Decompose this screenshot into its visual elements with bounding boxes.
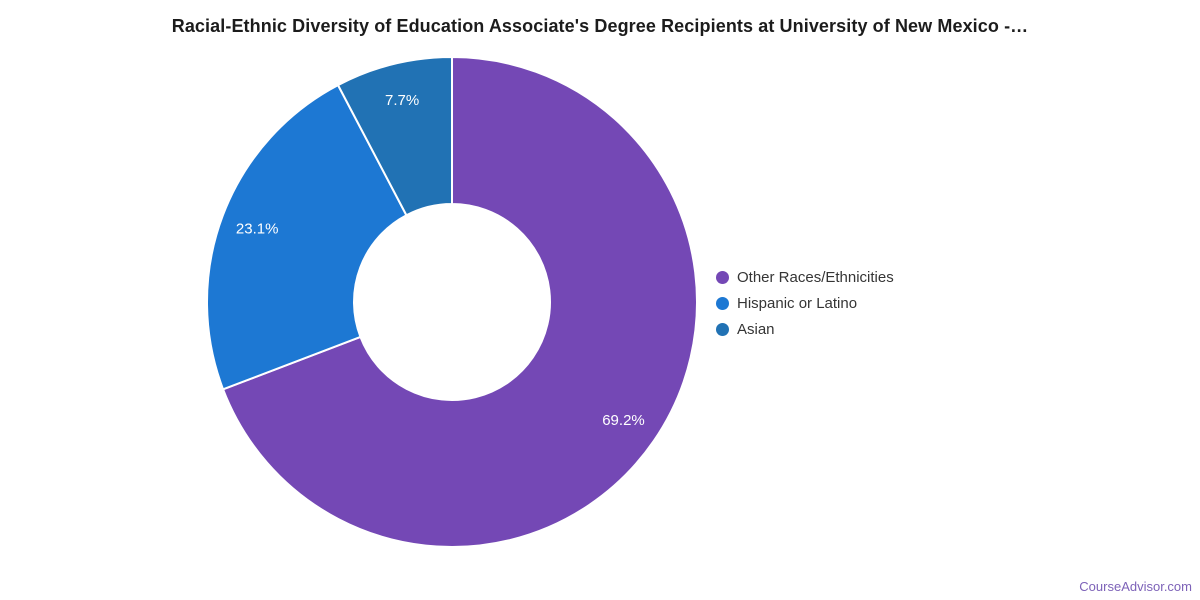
legend-label-asian: Asian (737, 320, 775, 338)
legend-item-hispanic-or-latino[interactable]: Hispanic or Latino (716, 290, 894, 316)
chart-title: Racial-Ethnic Diversity of Education Ass… (171, 16, 1029, 36)
pie-slice-other-races-ethnicities[interactable] (222, 56, 698, 548)
legend-label-other-races-ethnicities: Other Races/Ethnicities (737, 268, 894, 286)
legend-item-other-races-ethnicities[interactable]: Other Races/Ethnicities (716, 264, 894, 290)
legend-label-hispanic-or-latino: Hispanic or Latino (737, 294, 858, 312)
legend: Other Races/Ethnicities Hispanic or Lati… (716, 264, 894, 342)
legend-item-asian[interactable]: Asian (716, 316, 894, 342)
pie-slice-hispanic-or-latino[interactable] (206, 84, 408, 391)
legend-marker-hispanic-or-latino-icon (716, 296, 729, 310)
legend-marker-other-races-ethnicities-icon (716, 270, 729, 284)
legend-marker-asian-icon (716, 322, 729, 336)
courseadvisor-watermark-link[interactable]: CourseAdvisor.com (1079, 579, 1192, 594)
pie-slice-asian[interactable] (337, 56, 453, 217)
